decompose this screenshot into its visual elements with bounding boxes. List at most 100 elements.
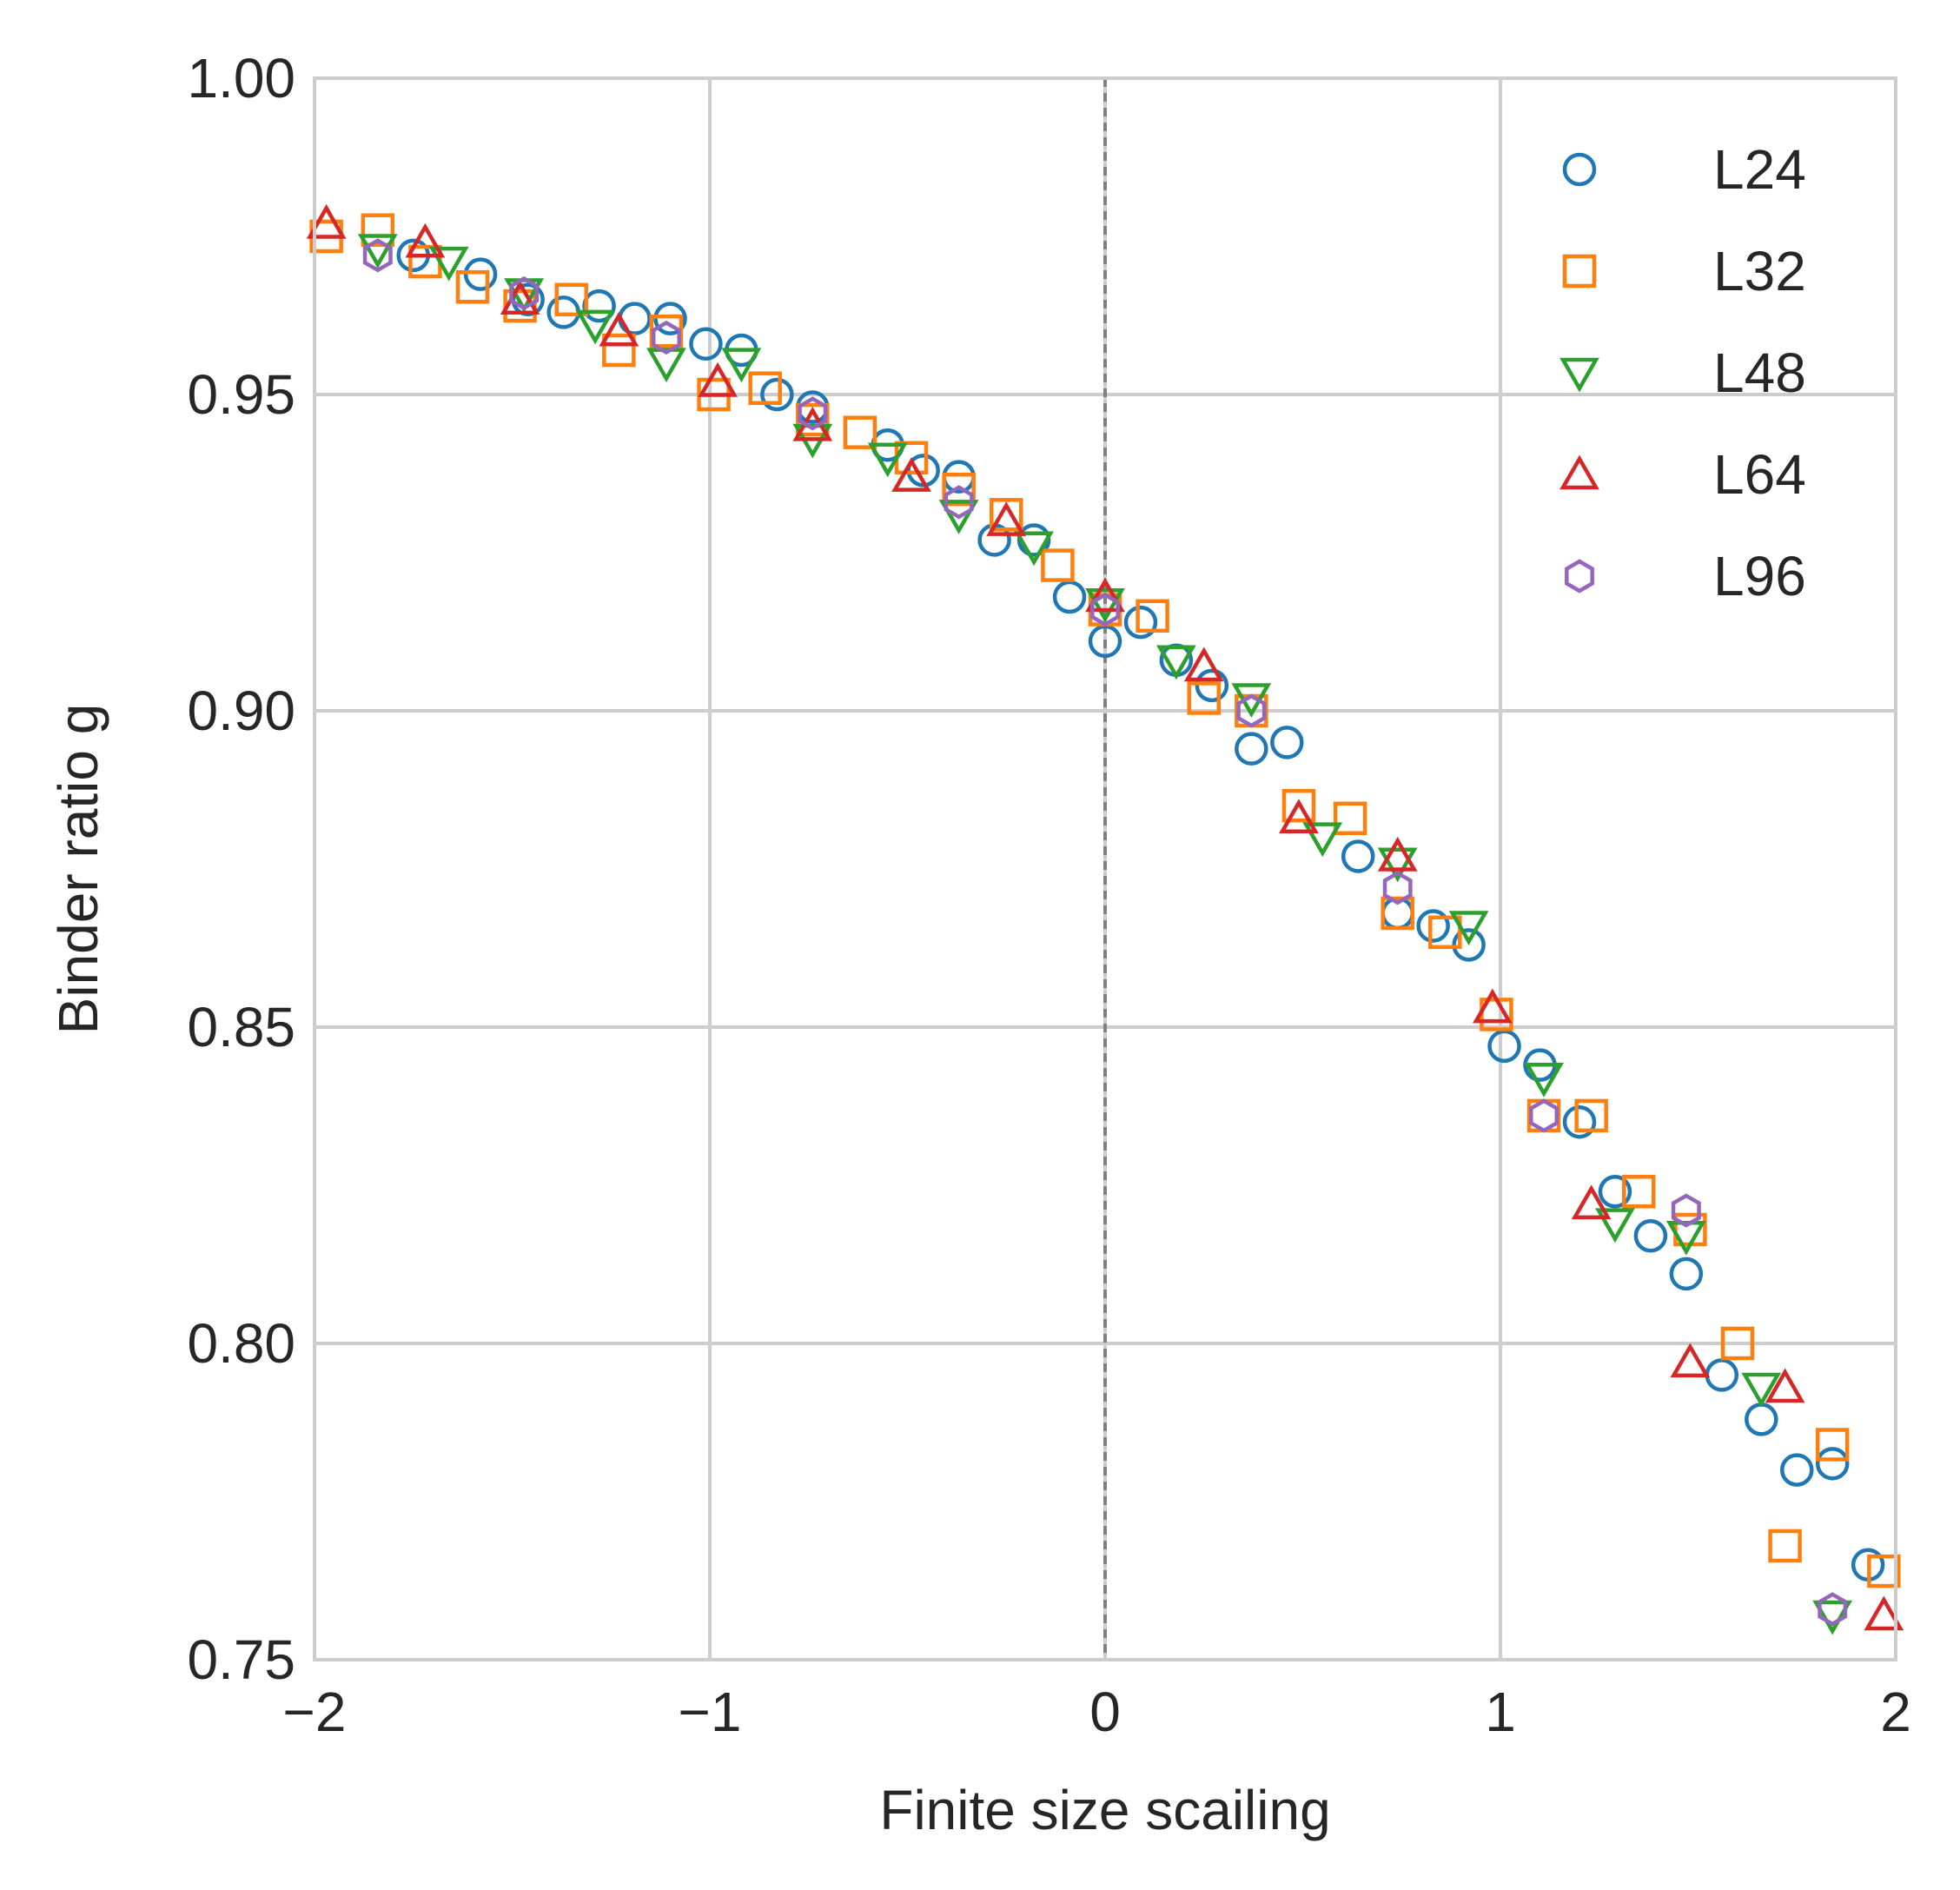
data-point-l48: [1741, 1372, 1782, 1408]
data-point-l96: [1236, 693, 1267, 728]
data-point-l96: [1382, 871, 1413, 905]
data-point-l96: [362, 238, 393, 273]
data-point-l32: [1333, 801, 1367, 836]
data-point-l96: [1671, 1193, 1701, 1228]
legend: L24 L32 L48 L64 L96: [1559, 138, 1806, 607]
x-tick-label: −2: [283, 1681, 347, 1743]
y-tick-label: 0.80: [187, 1312, 295, 1375]
data-point-l48: [1156, 645, 1196, 680]
data-point-l32: [942, 472, 976, 507]
data-point-l96: [509, 275, 540, 311]
data-point-l24: [689, 327, 723, 361]
data-point-l96: [1818, 1592, 1848, 1627]
data-point-l32: [843, 415, 877, 449]
data-point-l24: [1416, 909, 1450, 943]
legend-item-l48: L48: [1559, 342, 1806, 404]
data-point-l48: [428, 246, 469, 282]
legend-item-l24: L24: [1562, 138, 1806, 201]
data-point-l24: [1669, 1257, 1704, 1291]
data-point-l48: [938, 500, 979, 534]
legend-label: L64: [1713, 443, 1806, 506]
data-point-l32: [1622, 1175, 1656, 1209]
plot-frame: [313, 76, 1897, 1661]
y-axis-label: Binder ratio g: [47, 704, 109, 1035]
y-tick-label: 0.85: [187, 996, 295, 1058]
data-point-l24: [1341, 839, 1375, 873]
data-point-l24: [1052, 580, 1087, 614]
data-point-l32: [990, 498, 1023, 532]
data-point-l32: [1381, 896, 1414, 931]
data-point-l32: [361, 213, 395, 247]
data-point-l48: [1448, 911, 1489, 946]
data-point-l24: [1452, 928, 1486, 962]
data-point-l96: [1529, 1098, 1559, 1133]
legend-marker-l64: [1559, 454, 1599, 490]
x-tick-label: 0: [1089, 1681, 1121, 1743]
data-point-l32: [1041, 548, 1075, 582]
series-l64: [306, 203, 1904, 1631]
legend-marker-l24: [1562, 152, 1597, 187]
data-point-l48: [575, 309, 615, 345]
x-tick-label: −1: [679, 1681, 742, 1743]
legend-marker-l32: [1562, 254, 1597, 288]
data-point-l64: [1085, 577, 1125, 613]
data-point-l48: [1085, 587, 1125, 623]
data-point-l32: [554, 282, 588, 317]
data-point-l32: [602, 333, 636, 368]
data-point-l48: [1014, 531, 1054, 567]
data-point-l48: [721, 348, 762, 383]
series-l48: [357, 234, 1853, 1635]
data-point-l32: [1815, 1428, 1850, 1462]
data-point-l32: [1720, 1326, 1755, 1361]
legend-label: L96: [1713, 545, 1806, 607]
series-l96: [362, 238, 1848, 1627]
data-point-l32: [1867, 1554, 1901, 1588]
data-point-l48: [1812, 1600, 1853, 1635]
data-point-l24: [1123, 605, 1158, 640]
data-point-l48: [357, 234, 398, 269]
data-point-l24: [653, 302, 687, 335]
data-point-l48: [867, 442, 908, 478]
data-point-l32: [1768, 1529, 1802, 1563]
data-point-l24: [760, 377, 794, 412]
data-point-l48: [1302, 822, 1343, 858]
data-point-l64: [891, 457, 931, 492]
data-point-l48: [1524, 1062, 1564, 1098]
y-tick-label: 0.95: [187, 363, 295, 426]
data-point-l24: [1815, 1447, 1850, 1481]
data-point-l32: [1281, 788, 1316, 823]
y-tick-label: 0.90: [187, 680, 295, 742]
data-point-l32: [748, 371, 782, 405]
data-point-l64: [1571, 1184, 1612, 1220]
data-point-l24: [1562, 1104, 1597, 1139]
data-point-l64: [1377, 836, 1418, 872]
y-tick-label: 0.75: [187, 1628, 295, 1691]
data-point-l64: [306, 203, 347, 239]
data-point-l64: [599, 311, 639, 347]
y-tick-labels: 0.75 0.80 0.85 0.90 0.95 1.00: [187, 47, 295, 1691]
legend-label: L32: [1713, 240, 1806, 302]
data-point-l48: [1665, 1220, 1706, 1256]
data-point-l24: [1270, 726, 1304, 759]
legend-item-l64: L64: [1559, 443, 1806, 506]
data-point-l32: [1136, 599, 1169, 633]
data-point-l64: [405, 222, 446, 258]
data-point-l64: [1670, 1343, 1711, 1378]
data-point-l96: [1090, 592, 1120, 627]
data-point-l32: [796, 402, 830, 437]
data-point-l64: [1183, 647, 1224, 682]
data-point-l32: [1574, 1098, 1608, 1133]
data-point-l48: [1595, 1208, 1635, 1243]
data-point-l96: [798, 396, 828, 431]
data-point-l48: [1377, 847, 1418, 883]
x-axis-label: Finite size scailing: [879, 1779, 1330, 1841]
x-tick-labels: −2 −1 0 1 2: [283, 1681, 1911, 1743]
data-point-l96: [944, 485, 974, 520]
data-point-l64: [986, 501, 1027, 536]
data-point-l96: [651, 320, 681, 355]
legend-label: L24: [1713, 138, 1806, 201]
data-point-l48: [646, 348, 686, 383]
data-point-l24: [1487, 1029, 1521, 1064]
data-point-l64: [698, 361, 738, 397]
